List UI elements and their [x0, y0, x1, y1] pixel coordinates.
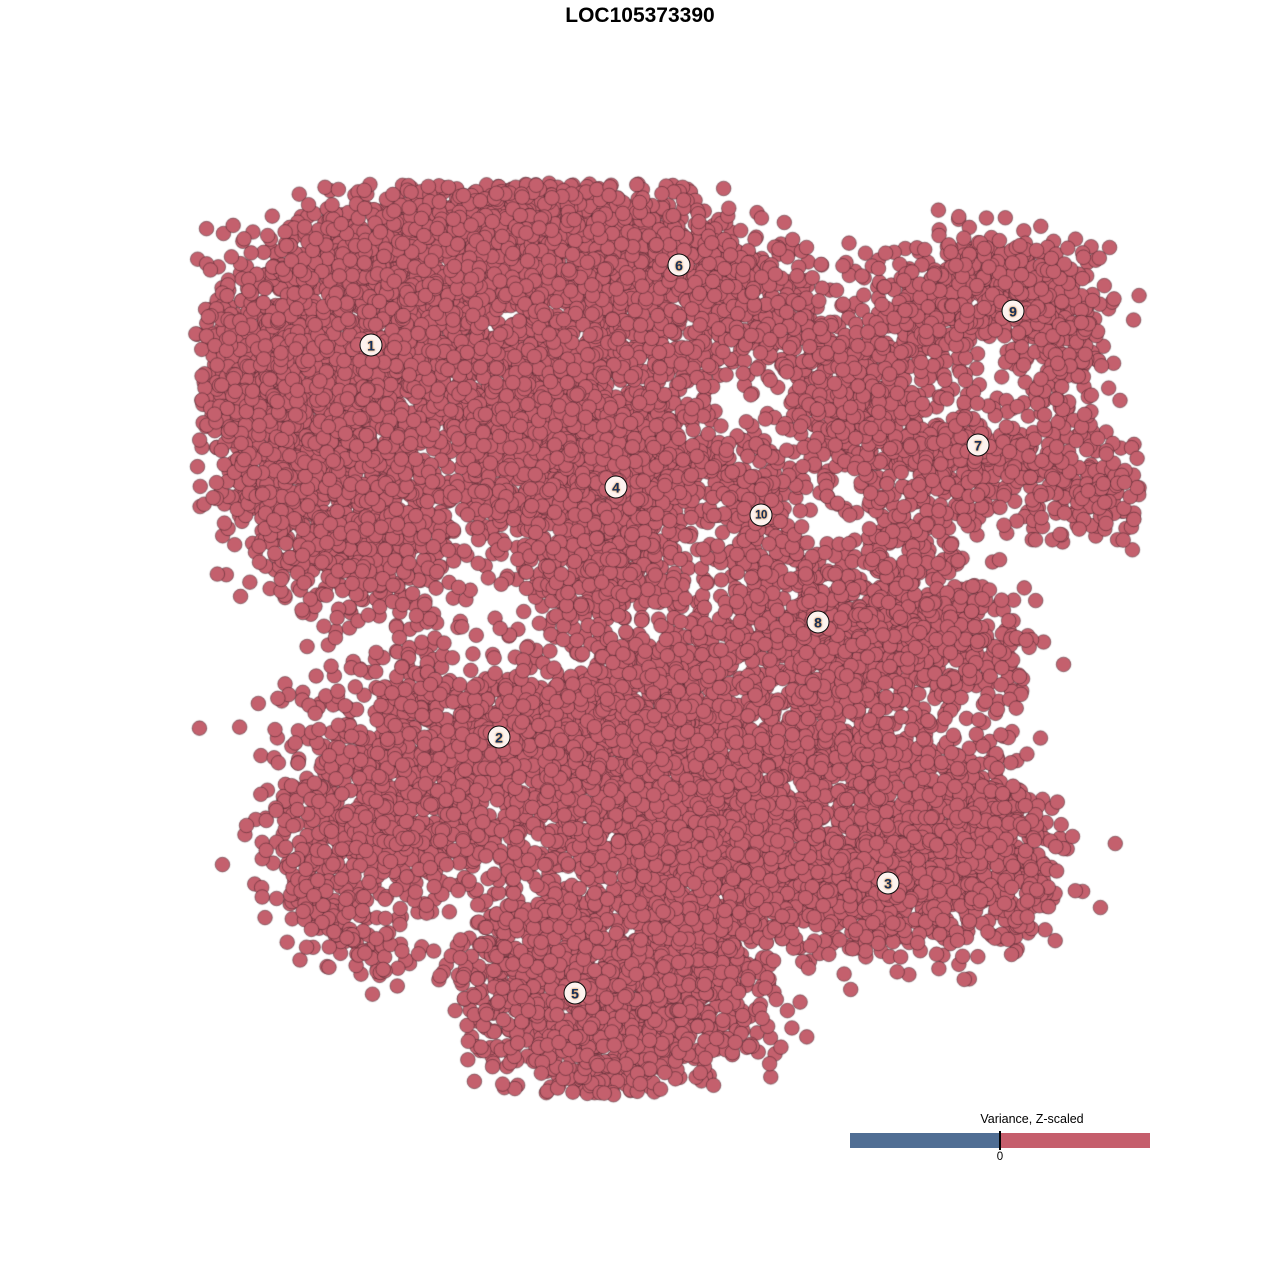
legend-positive-swatch: [1000, 1133, 1150, 1148]
legend-zero-label: 0: [996, 1151, 1004, 1163]
cluster-label-10: 10: [749, 503, 773, 527]
cluster-label-4: 4: [604, 475, 628, 499]
cluster-label-2: 2: [487, 725, 511, 749]
cluster-label-6: 6: [667, 253, 691, 277]
cluster-label-5: 5: [563, 981, 587, 1005]
cluster-label-8: 8: [806, 610, 830, 634]
cluster-label-1: 1: [359, 333, 383, 357]
cluster-label-7: 7: [966, 433, 990, 457]
legend-title: Variance, Z-scaled: [980, 1112, 1084, 1126]
legend-bar: [850, 1131, 1150, 1150]
cluster-label-9: 9: [1001, 299, 1025, 323]
cluster-label-3: 3: [876, 871, 900, 895]
legend-zero-tick: [999, 1131, 1001, 1150]
legend-negative-swatch: [850, 1133, 1000, 1148]
